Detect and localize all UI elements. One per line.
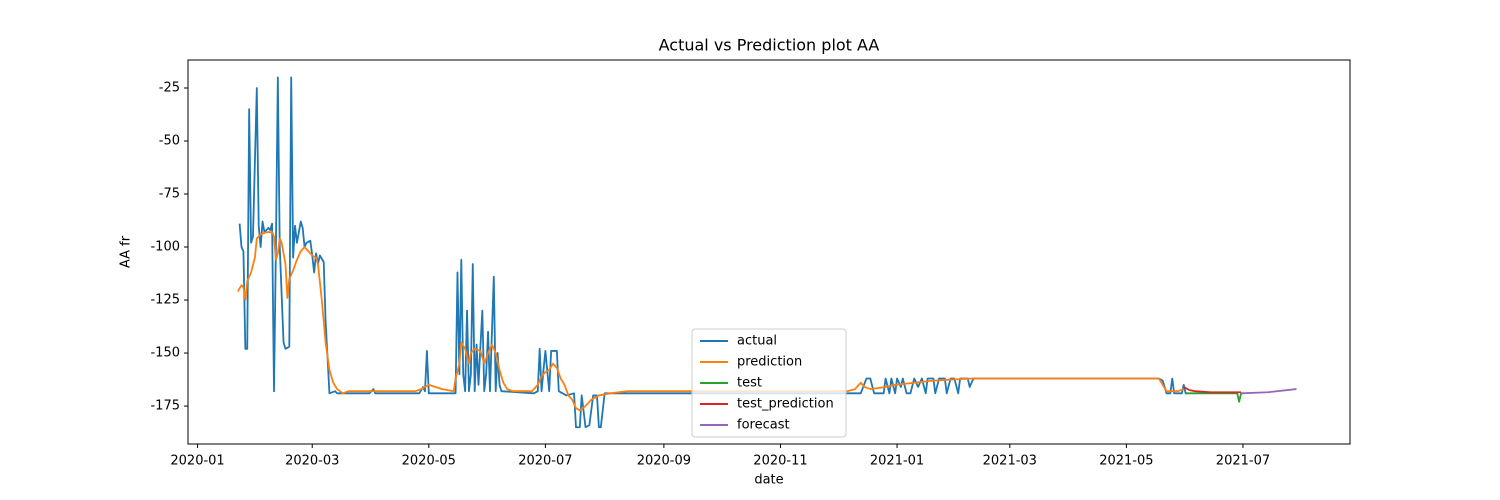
x-tick-label: 2021-05 — [1099, 454, 1153, 469]
plot-frame — [187, 59, 1351, 445]
y-axis-label: AA fr — [119, 235, 134, 268]
x-tick-label: 2020-01 — [170, 454, 224, 469]
x-tick-label: 2020-11 — [753, 454, 807, 469]
x-tick-label: 2021-07 — [1216, 454, 1270, 469]
legend-label: test_prediction — [737, 397, 834, 412]
legend-label: forecast — [737, 418, 790, 433]
y-tick-label: -25 — [159, 80, 180, 95]
legend-label: prediction — [737, 355, 802, 370]
x-tick-label: 2021-01 — [870, 454, 924, 469]
legend-box — [691, 328, 847, 438]
x-tick-label: 2020-07 — [518, 454, 572, 469]
legend-label: test — [737, 376, 762, 391]
series-line — [238, 76, 1188, 429]
series-line — [1183, 386, 1242, 394]
series-line — [1185, 392, 1243, 403]
y-tick-label: -150 — [150, 346, 180, 361]
x-tick-label: 2020-03 — [285, 454, 339, 469]
y-tick-label: -100 — [150, 240, 180, 255]
x-axis-label: date — [754, 473, 783, 488]
y-tick-label: -50 — [159, 133, 180, 148]
chart-title: Actual vs Prediction plot AA — [659, 36, 880, 55]
series-line — [1241, 388, 1297, 395]
y-tick-label: -175 — [150, 399, 180, 414]
y-tick-label: -125 — [150, 293, 180, 308]
x-tick-label: 2020-09 — [637, 454, 691, 469]
legend-label: actual — [737, 334, 777, 349]
y-tick-label: -75 — [159, 187, 180, 202]
x-tick-label: 2020-05 — [402, 454, 456, 469]
x-tick-label: 2021-03 — [983, 454, 1037, 469]
series-line — [236, 231, 1185, 412]
